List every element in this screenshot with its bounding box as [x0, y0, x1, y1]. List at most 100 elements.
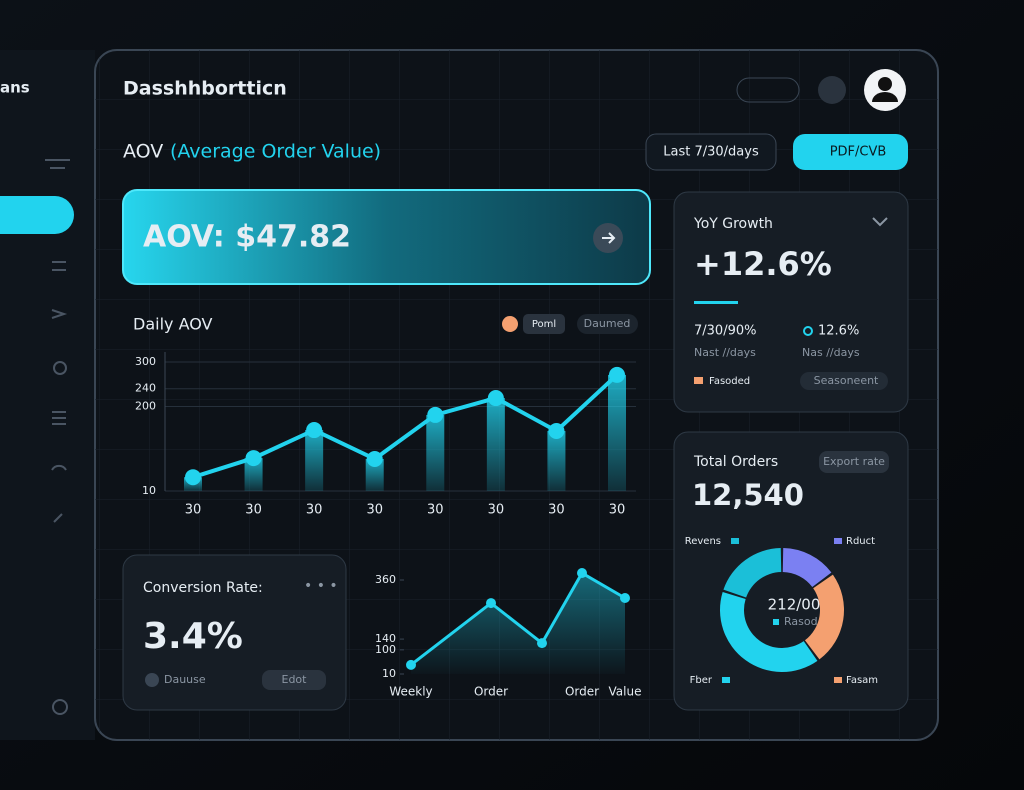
point — [609, 366, 625, 383]
legend-label: Poml — [532, 319, 556, 330]
yoy-stat2: 12.6% — [818, 324, 859, 339]
arrow-icon — [602, 232, 616, 244]
export-label: PDF/CVB — [830, 145, 887, 160]
x-tick-label: Value — [609, 685, 642, 699]
center-swatch — [773, 619, 779, 625]
orders-button[interactable] — [819, 451, 889, 473]
stat-dot — [803, 326, 813, 336]
legend-swatch — [731, 538, 739, 544]
avatar-body — [872, 92, 898, 102]
legend-dot — [502, 316, 518, 332]
yoy-value: +12.6% — [694, 245, 832, 283]
bar — [244, 458, 263, 491]
yoy-stat2-sub: Nas //days — [802, 346, 860, 359]
orders-button-label: Export rate — [823, 455, 885, 468]
app-title: Dasshhbortticn — [123, 78, 287, 100]
range-button[interactable] — [645, 133, 777, 171]
point — [245, 450, 262, 467]
menu-toggle[interactable] — [736, 77, 800, 103]
conversion-button[interactable] — [262, 670, 326, 690]
donut-label: Fasam — [846, 675, 878, 686]
yoy-legend-swatch — [694, 377, 703, 384]
y-tick-label: 140 — [375, 632, 396, 645]
conversion-legend: Dauuse — [164, 673, 206, 686]
avatar-small[interactable] — [818, 76, 846, 104]
donut-center-legend: Rasod — [784, 615, 818, 628]
sidebar-icons — [45, 159, 70, 715]
conversion-title: Conversion Rate: — [143, 580, 263, 596]
donut-segment — [804, 574, 844, 660]
donut-segment — [782, 548, 832, 588]
chevron[interactable] — [872, 217, 888, 227]
sidebar-active[interactable] — [0, 196, 74, 234]
y-tick-label: 10 — [382, 667, 396, 680]
aov-card — [122, 189, 651, 285]
point — [487, 390, 504, 407]
x-tick-label: 30 — [366, 503, 383, 518]
donut-label: Revens — [685, 536, 721, 547]
y-tick-label: 200 — [135, 399, 156, 412]
x-tick-label: 30 — [427, 503, 444, 518]
yoy-toggle-label: Seasoneent — [814, 374, 879, 387]
aov-value: AOV: $47.82 — [143, 220, 351, 255]
point — [548, 422, 565, 439]
bar — [365, 458, 384, 491]
export-button[interactable] — [793, 134, 908, 170]
x-tick-label: 30 — [548, 503, 565, 518]
yoy-card — [673, 191, 909, 413]
y-tick-label: 240 — [135, 382, 156, 395]
bar — [305, 430, 324, 491]
yoy-title: YoY Growth — [693, 216, 773, 232]
donut-label: Rduct — [846, 536, 875, 547]
yoy-toggle[interactable] — [800, 372, 888, 390]
sidebar — [0, 50, 95, 740]
point — [577, 568, 587, 579]
donut-segment — [720, 592, 818, 672]
y-tick-label: 360 — [375, 573, 396, 586]
legend-pill — [523, 314, 565, 334]
toggle-label: Daumed — [584, 317, 631, 330]
donut-label: Fber — [690, 675, 713, 686]
heading: AOV — [123, 141, 163, 163]
bar — [608, 374, 626, 491]
legend-swatch — [834, 677, 842, 683]
point — [427, 406, 444, 423]
yoy-underline — [694, 301, 738, 304]
y-tick-label: 300 — [135, 355, 156, 368]
point — [306, 422, 323, 439]
x-tick-label: 30 — [488, 503, 505, 518]
yoy-stat1: 7/30/90% — [694, 324, 756, 339]
x-tick-label: Order — [565, 685, 599, 699]
point — [185, 469, 201, 486]
point — [537, 638, 547, 649]
bar — [547, 430, 566, 491]
point — [620, 592, 630, 603]
orders-value: 12,540 — [692, 478, 804, 512]
daily-title: Daily AOV — [133, 315, 213, 334]
y-tick-label: 100 — [375, 643, 396, 656]
orders-title: Total Orders — [693, 454, 778, 470]
x-tick-label: Order — [474, 685, 508, 699]
point — [406, 659, 416, 670]
point — [366, 450, 383, 467]
bar — [426, 414, 445, 491]
x-tick-label: 30 — [245, 503, 262, 518]
avatar-head — [878, 77, 892, 91]
point — [486, 598, 496, 609]
donut-center: 212/00 — [768, 596, 821, 614]
x-tick-label: Weekly — [389, 685, 432, 699]
x-tick-label: 30 — [306, 503, 323, 518]
line — [192, 373, 619, 480]
more-menu[interactable]: • • • — [304, 578, 338, 594]
donut-segment — [723, 548, 782, 598]
conversion-button-label: Edot — [282, 673, 308, 686]
yoy-stat1-sub: Nast //days — [694, 346, 756, 359]
x-tick-label: 30 — [609, 503, 626, 518]
toggle-pill[interactable] — [577, 314, 638, 334]
y-tick-label: 10 — [142, 484, 156, 497]
legend-swatch — [722, 677, 730, 683]
bar — [486, 398, 505, 491]
area — [411, 573, 625, 674]
range-label: Last 7/30/days — [663, 145, 759, 160]
